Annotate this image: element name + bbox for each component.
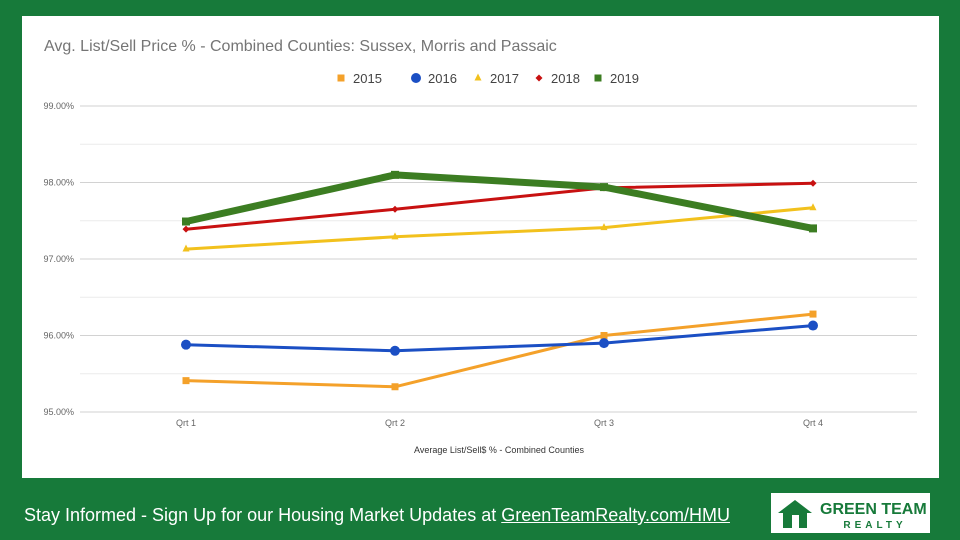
legend-marker-2015 <box>337 74 345 82</box>
chart-panel: Avg. List/Sell Price % - Combined Counti… <box>22 16 939 478</box>
data-point-2017 <box>600 223 608 231</box>
chart-title: Avg. List/Sell Price % - Combined Counti… <box>44 38 557 55</box>
x-tick-label: Qrt 4 <box>803 418 823 428</box>
legend-marker-2016 <box>411 73 421 83</box>
y-tick-label: 96.00% <box>43 331 74 341</box>
data-point-2017 <box>391 232 399 240</box>
logo-line1: GREEN TEAM <box>820 501 927 518</box>
data-point-2016 <box>599 338 609 349</box>
legend-label: 2019 <box>610 71 639 86</box>
legend-marker-2019 <box>594 74 602 82</box>
series-line-2018 <box>185 181 814 231</box>
y-tick-label: 99.00% <box>43 101 74 111</box>
series-line-2019 <box>185 171 814 232</box>
x-tick-label: Qrt 1 <box>176 418 196 428</box>
legend-label: 2015 <box>353 71 382 86</box>
data-point-2015 <box>391 383 399 391</box>
data-point-2019 <box>809 224 817 233</box>
data-point-2018 <box>391 205 399 213</box>
green-team-realty-logo: GREEN TEAM REALTY <box>771 493 930 533</box>
data-point-2015 <box>809 310 817 318</box>
x-axis-title: Average List/Sell$ % - Combined Counties <box>414 445 584 455</box>
data-point-2019 <box>182 217 190 226</box>
legend-marker-2018 <box>535 74 543 82</box>
series-line-2015 <box>185 312 814 389</box>
data-point-2017 <box>182 244 190 252</box>
data-point-2016 <box>390 345 400 356</box>
line-chart: 95.00% 96.00% 97.00% 98.00% 99.00% Qrt 1 Qrt 2… <box>43 71 917 455</box>
legend-label: 2017 <box>490 71 519 86</box>
data-point-2018 <box>182 225 190 233</box>
footer-signup-text: Stay Informed - Sign Up for our Housing … <box>24 505 730 526</box>
legend-label: 2016 <box>428 71 457 86</box>
data-point-2015 <box>600 332 608 339</box>
data-point-2019 <box>391 170 399 179</box>
legend-label: 2018 <box>551 71 580 86</box>
data-point-2018 <box>809 179 817 187</box>
x-tick-label: Qrt 2 <box>385 418 405 428</box>
legend-marker-2017 <box>474 73 482 81</box>
data-point-2016 <box>181 339 191 350</box>
y-tick-label: 98.00% <box>43 178 74 188</box>
y-tick-label: 95.00% <box>43 407 74 417</box>
x-tick-label: Qrt 3 <box>594 418 614 428</box>
data-point-2019 <box>600 183 608 192</box>
footer-text: Stay Informed - Sign Up for our Housing … <box>24 505 502 525</box>
series-line-2017 <box>185 206 814 251</box>
logo-line2: REALTY <box>843 520 906 531</box>
series-line-2016 <box>185 324 814 353</box>
y-tick-label: 97.00% <box>43 254 74 264</box>
house-icon <box>778 500 812 528</box>
data-point-2015 <box>182 377 190 385</box>
hmu-link[interactable]: GreenTeamRealty.com/HMU <box>501 505 730 525</box>
data-point-2017 <box>809 203 817 211</box>
data-point-2016 <box>808 320 818 331</box>
